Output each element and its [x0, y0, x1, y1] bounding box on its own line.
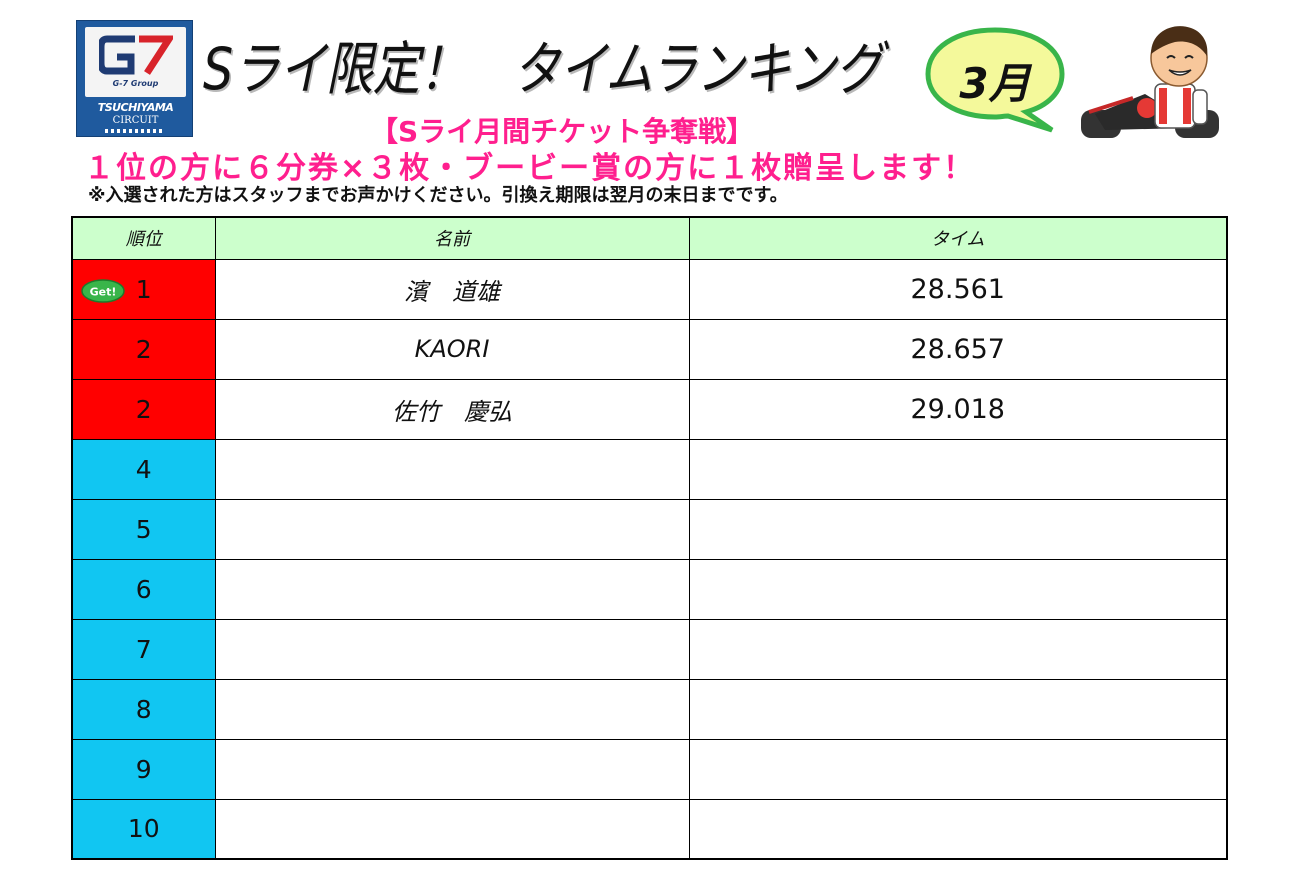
rank-cell: 8	[71, 678, 216, 740]
table-row: 4	[71, 438, 1228, 500]
get-badge-icon: Get!	[81, 278, 125, 303]
rank-cell: 10	[71, 798, 216, 860]
table-row: 8	[71, 678, 1228, 740]
get-badge-text: Get!	[90, 285, 117, 298]
rank-value: 6	[135, 574, 152, 604]
name-cell	[214, 678, 690, 740]
table-row: 6	[71, 558, 1228, 620]
g7-logo-icon	[99, 35, 173, 75]
name-cell	[214, 438, 690, 500]
rank-value: 9	[135, 754, 152, 784]
rank-cell: 2	[71, 378, 216, 440]
rank-value: 4	[135, 454, 152, 484]
table-row: 2 KAORI 28.657	[71, 318, 1228, 380]
rank-cell: 9	[71, 738, 216, 800]
rank-cell: 4	[71, 438, 216, 500]
checkered-flag-stripe	[105, 129, 165, 133]
name-cell	[214, 798, 690, 860]
table-header-row: 順位 名前 タイム	[71, 216, 1228, 260]
name-cell: 佐竹 慶弘	[214, 378, 690, 440]
rank-value: 10	[127, 814, 160, 844]
time-cell	[688, 558, 1228, 620]
ranking-table: 順位 名前 タイム Get! 1 濱 道雄 28.561 2 KAORI 28.…	[71, 216, 1228, 860]
header-rank: 順位	[71, 216, 216, 260]
time-cell	[688, 498, 1228, 560]
rank-cell: 5	[71, 498, 216, 560]
name-cell	[214, 618, 690, 680]
table-row: 10	[71, 798, 1228, 860]
logo-name: TSUCHIYAMA	[97, 101, 174, 114]
table-row: 7	[71, 618, 1228, 680]
time-cell: 28.561	[688, 258, 1228, 320]
mascot-go-kart-icon	[1081, 26, 1219, 138]
speech-bubble-icon	[925, 27, 1065, 133]
rank-cell: Get! 1	[71, 258, 216, 320]
page-title: Sライ限定！ タイムランキング	[203, 35, 883, 103]
logo-group-text: G-7 Group	[112, 79, 159, 88]
table-row: 5	[71, 498, 1228, 560]
name-cell	[214, 558, 690, 620]
note-text: ※入選された方はスタッフまでお声かけください。引換え期限は翌月の末日までです。	[88, 185, 788, 206]
name-cell	[214, 738, 690, 800]
time-cell	[688, 738, 1228, 800]
subtitle: 【Sライ月間チケット争奪戦】	[370, 115, 755, 148]
logo-sub: CIRCUIT	[112, 115, 159, 126]
table-row: 2 佐竹 慶弘 29.018	[71, 378, 1228, 440]
month-badge-text: 3月	[959, 59, 1031, 108]
header-time: タイム	[688, 216, 1228, 260]
table-row: 9	[71, 738, 1228, 800]
rank-value: 7	[135, 634, 152, 664]
time-cell	[688, 678, 1228, 740]
rank-value: 5	[135, 514, 152, 544]
name-cell	[214, 498, 690, 560]
time-cell	[688, 438, 1228, 500]
month-badge: 3月	[922, 24, 1068, 134]
table-row: Get! 1 濱 道雄 28.561	[71, 258, 1228, 320]
time-cell	[688, 798, 1228, 860]
prize-line: １位の方に６分券×３枚・ブービー賞の方に１枚贈呈します！	[84, 151, 976, 186]
rank-cell: 6	[71, 558, 216, 620]
name-cell: KAORI	[214, 318, 690, 380]
time-cell: 29.018	[688, 378, 1228, 440]
rank-value: 2	[135, 394, 152, 424]
tsuchiyama-circuit-logo: G-7 Group TSUCHIYAMA CIRCUIT	[76, 20, 193, 137]
rank-cell: 7	[71, 618, 216, 680]
name-cell: 濱 道雄	[214, 258, 690, 320]
time-cell: 28.657	[688, 318, 1228, 380]
rank-value: 2	[135, 334, 152, 364]
logo-badge: G-7 Group	[85, 27, 186, 97]
rank-cell: 2	[71, 318, 216, 380]
rank-value: 8	[135, 694, 152, 724]
time-cell	[688, 618, 1228, 680]
header-name: 名前	[214, 216, 690, 260]
rank-value: 1	[135, 274, 152, 304]
